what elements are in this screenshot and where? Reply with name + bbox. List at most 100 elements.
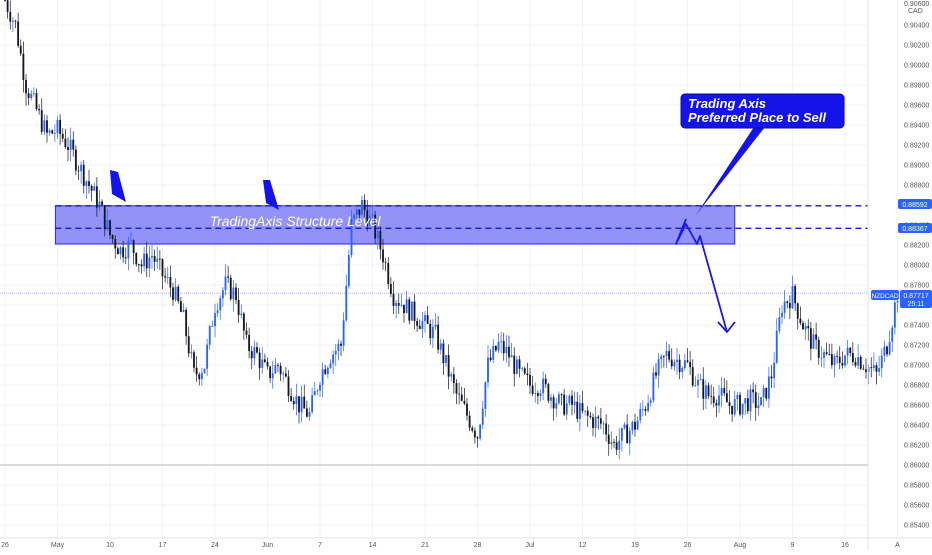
countdown-text: 25:11 <box>908 301 925 308</box>
structure-zone-rect <box>54 205 736 245</box>
candle-body <box>442 343 445 364</box>
candle-body <box>770 376 773 379</box>
candle-body <box>733 399 736 415</box>
time-tick-label: Aug <box>734 542 747 549</box>
candle-body <box>752 389 755 393</box>
candle-body <box>271 373 274 379</box>
candle-body <box>565 403 568 415</box>
candle-body <box>647 402 650 411</box>
candle-body <box>854 362 857 366</box>
candle-body <box>888 341 891 355</box>
candle-body <box>53 133 56 134</box>
price-tick-label: 0.87400 <box>904 323 929 330</box>
price-tick-label: 0.87000 <box>904 363 929 370</box>
candle-body <box>111 235 114 240</box>
projected-path-arrowhead <box>717 321 736 333</box>
candle-body <box>458 393 461 395</box>
candle-body <box>316 390 319 392</box>
price-tick-label: 0.88800 <box>904 183 929 190</box>
currency-label: CAD <box>908 8 923 15</box>
candle-body <box>815 334 818 340</box>
candle-body <box>387 263 390 284</box>
candle-body <box>300 396 303 413</box>
candle-body <box>311 395 314 413</box>
candle-body <box>715 402 718 406</box>
candle-body <box>830 353 833 366</box>
candle-body <box>605 423 608 435</box>
candle-body <box>739 394 741 415</box>
symbol-tag-text: NZDCAD <box>871 293 898 300</box>
time-axis[interactable]: 26 May 10 17 24 Jun 7 14 21 28 Jul 12 19 26 Aug 9 16 A <box>0 537 932 549</box>
candle-body <box>526 373 529 375</box>
candle-body <box>880 355 883 369</box>
candle-body <box>886 346 888 355</box>
candle-body <box>185 309 188 337</box>
candle-body <box>224 276 227 291</box>
candle-body <box>676 359 678 363</box>
candle-body <box>30 93 33 99</box>
candle-body <box>250 351 253 359</box>
candle-body <box>64 138 67 148</box>
current-price-tag <box>900 290 932 308</box>
candle-body <box>405 299 408 314</box>
candle-body <box>494 345 497 351</box>
candle-body <box>544 378 547 385</box>
candle-body <box>613 442 615 443</box>
candle-body <box>576 401 579 419</box>
candle-body <box>69 139 72 151</box>
candle-body <box>9 11 12 22</box>
candle-body <box>804 326 807 330</box>
candle-body <box>731 405 734 415</box>
candle-body <box>710 395 713 397</box>
candle-body <box>355 209 358 215</box>
candle-body <box>657 359 660 376</box>
candle-body <box>232 287 235 300</box>
candle-body <box>379 231 382 250</box>
candle-body <box>48 130 51 133</box>
candle-body <box>413 301 416 322</box>
candle-body <box>56 119 59 134</box>
candle-body <box>783 301 786 313</box>
candle-body <box>531 385 534 394</box>
candle-body <box>347 255 350 286</box>
candle-body <box>725 393 728 403</box>
candle-body <box>295 396 298 405</box>
candle-body <box>497 341 500 351</box>
candle-body <box>536 393 539 396</box>
candle-body <box>329 363 332 368</box>
candle-body <box>287 376 290 396</box>
candle-body <box>592 417 594 428</box>
candle-body <box>820 357 823 359</box>
candle-body <box>195 367 198 375</box>
candle-body <box>358 209 361 215</box>
candle-body <box>817 339 820 358</box>
price-tick-label: 0.88000 <box>904 263 929 270</box>
candle-body <box>434 324 437 327</box>
candle-body <box>179 301 182 312</box>
candle-body <box>135 253 138 265</box>
candle-body <box>326 367 329 375</box>
candle-body <box>416 321 419 326</box>
zone-top-price-text: 0.88592 <box>902 202 927 209</box>
candle-body <box>618 440 621 450</box>
candle-body <box>689 361 692 368</box>
candle-body <box>510 355 513 358</box>
candle-body <box>568 395 571 404</box>
candle-body <box>177 286 180 302</box>
candle-body <box>862 368 865 370</box>
candle-body <box>849 347 852 354</box>
candle-body <box>17 21 20 46</box>
candle-body <box>216 310 219 314</box>
current-price-text: 0.87717 <box>903 293 928 300</box>
candle-body <box>788 302 791 309</box>
candle-body <box>421 321 424 329</box>
candle-body <box>143 253 146 267</box>
candle-body <box>193 352 195 368</box>
candle-body <box>395 303 398 306</box>
candle-body <box>116 248 119 255</box>
zone-top-price-tag <box>898 199 932 209</box>
candle-body <box>166 276 169 278</box>
candle-body <box>781 312 783 318</box>
